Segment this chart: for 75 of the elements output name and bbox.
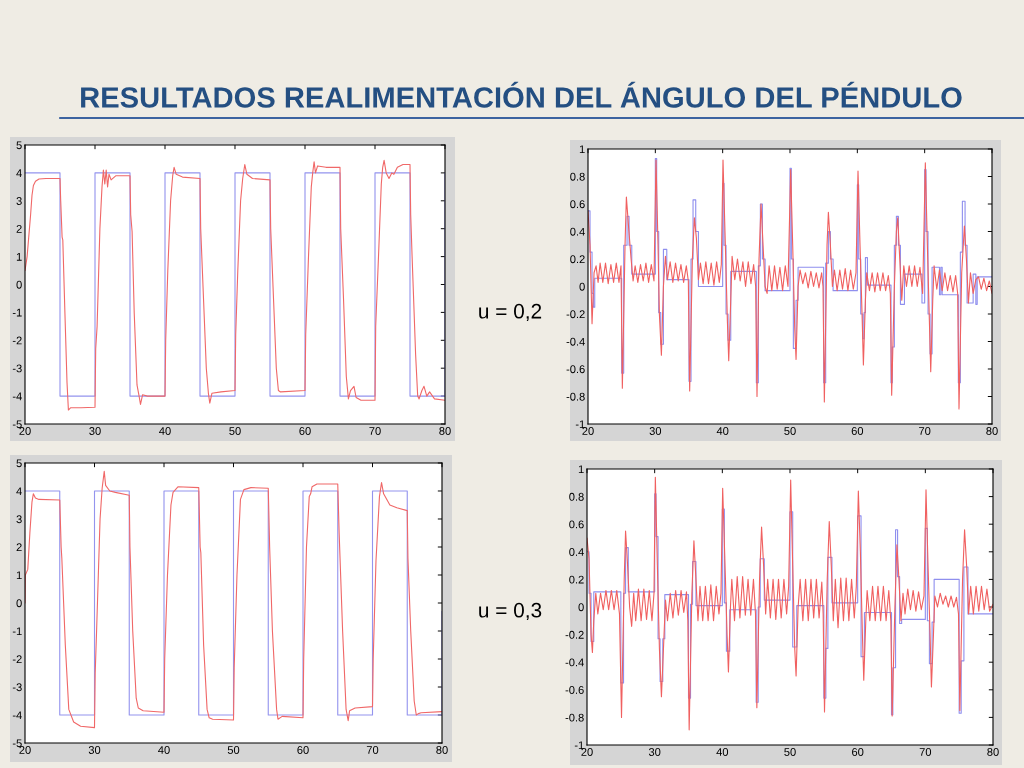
y-tick-label: 5 xyxy=(16,141,22,150)
y-tick-label: -1 xyxy=(12,308,22,317)
x-tick-label: 20 xyxy=(582,427,594,435)
y-tick-label: 3 xyxy=(16,197,22,205)
y-tick-label: -4 xyxy=(12,392,22,401)
x-tick-label: 80 xyxy=(439,427,451,435)
y-tick-label: 0 xyxy=(16,280,22,289)
y-tick-label: -0.6 xyxy=(565,686,584,694)
y-tick-label: -5 xyxy=(12,420,22,429)
y-tick-label: 5 xyxy=(16,459,22,468)
x-tick-label: 40 xyxy=(158,746,170,754)
x-tick-label: 70 xyxy=(369,427,381,435)
x-tick-label: 80 xyxy=(986,427,998,435)
x-tick-label: 30 xyxy=(88,746,101,754)
y-tick-label: 3 xyxy=(16,515,22,524)
y-tick-label: -1 xyxy=(574,741,584,750)
y-tick-label: 4 xyxy=(16,169,22,177)
x-tick-label: 50 xyxy=(229,427,241,435)
x-tick-label: 60 xyxy=(852,748,864,756)
y-tick-label: -4 xyxy=(12,711,22,720)
y-tick-label: 2 xyxy=(16,224,22,233)
y-tick-label: -0.2 xyxy=(565,630,584,639)
y-tick-label: -0.4 xyxy=(566,337,585,346)
x-tick-label: 20 xyxy=(19,427,31,435)
y-tick-label: 0.8 xyxy=(569,492,584,501)
x-tick-label: 40 xyxy=(716,427,729,435)
y-tick-label: 0.6 xyxy=(570,200,585,209)
x-tick-label: 70 xyxy=(366,746,379,754)
y-tick-label: 2 xyxy=(16,543,22,552)
y-tick-label: -2 xyxy=(12,655,22,664)
x-tick-label: 50 xyxy=(227,746,240,754)
x-tick-label: 60 xyxy=(297,746,309,754)
y-tick-label: 0 xyxy=(578,603,584,612)
text: u = 0,3 xyxy=(479,602,542,621)
y-tick-label: 0.2 xyxy=(570,255,585,264)
y-tick-label: -3 xyxy=(12,364,22,373)
y-tick-label: -2 xyxy=(12,336,22,345)
y-tick-label: -0.4 xyxy=(565,658,584,667)
y-tick-label: 0 xyxy=(579,282,585,291)
x-tick-label: 50 xyxy=(784,748,796,756)
text: RESULTADOS REALIMENTACIÓN DEL ÁNGULO DEL PÉNDULO xyxy=(81,81,962,108)
x-tick-label: 20 xyxy=(19,746,31,754)
x-tick-label: 70 xyxy=(919,427,931,435)
y-tick-label: -1 xyxy=(12,627,22,636)
y-tick-label: -0.6 xyxy=(566,365,585,374)
y-tick-label: -5 xyxy=(12,739,22,748)
y-tick-label: -3 xyxy=(12,683,22,692)
x-tick-label: 30 xyxy=(649,427,662,435)
x-tick-label: 60 xyxy=(851,427,864,435)
x-tick-label: 80 xyxy=(436,746,448,754)
y-tick-label: 1 xyxy=(579,145,585,154)
x-tick-label: 30 xyxy=(648,748,661,756)
y-tick-label: 0.4 xyxy=(569,548,584,556)
y-tick-label: 0.6 xyxy=(569,520,584,529)
y-tick-label: 0.8 xyxy=(570,172,585,181)
y-tick-label: -0.8 xyxy=(566,392,585,401)
y-tick-label: 0.4 xyxy=(570,227,585,236)
x-tick-label: 70 xyxy=(919,748,932,756)
y-tick-label: 4 xyxy=(16,487,22,496)
y-tick-label: -1 xyxy=(575,420,585,429)
x-tick-label: 20 xyxy=(581,748,593,756)
text: u = 0,2 xyxy=(479,303,542,322)
x-tick-label: 40 xyxy=(716,748,729,756)
y-tick-label: 0 xyxy=(16,599,22,608)
y-tick-label: 1 xyxy=(578,465,584,474)
x-tick-label: 30 xyxy=(89,427,101,435)
y-tick-label: 0.2 xyxy=(569,575,584,584)
x-tick-label: 50 xyxy=(784,427,796,435)
y-tick-label: 1 xyxy=(16,252,22,261)
x-tick-label: 80 xyxy=(987,748,999,756)
y-tick-label: -0.2 xyxy=(566,310,585,319)
y-tick-label: 1 xyxy=(16,571,22,580)
x-tick-label: 40 xyxy=(159,427,171,435)
y-tick-label: -0.8 xyxy=(565,713,584,722)
x-tick-label: 60 xyxy=(299,427,311,435)
